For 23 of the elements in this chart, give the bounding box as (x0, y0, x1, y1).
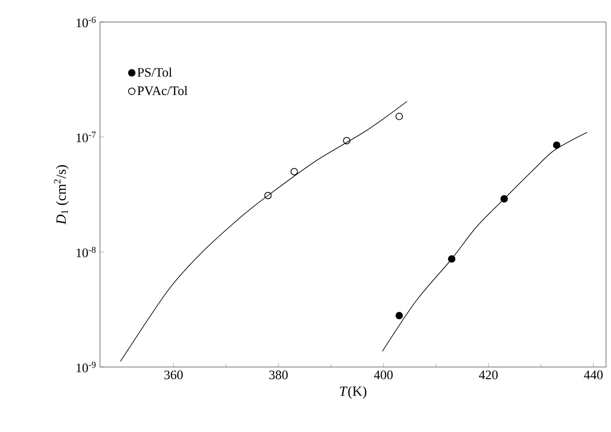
x-tick-label: 360 (164, 370, 183, 380)
line-series (120, 101, 408, 362)
legend-label: PS/Tol (137, 68, 172, 77)
y-tick-label: 10$^{-7}$ (76, 132, 96, 142)
y-tick-label: 10$^{-6}$ (76, 16, 96, 28)
x-tick-label: 400 (374, 370, 393, 380)
point (290, 168, 298, 176)
point (448, 255, 456, 263)
point (343, 136, 350, 144)
x-tick-label: 440 (584, 370, 603, 380)
x-tick-label: 420 (478, 370, 498, 380)
x-axis-title: T(K) (340, 386, 366, 399)
point (552, 141, 560, 149)
line-series (382, 132, 588, 352)
point (396, 312, 403, 320)
y-tick-label: 10$^{-8}$ (76, 246, 96, 258)
point (264, 192, 272, 200)
y-tick-label: 10$^{-9}$ (76, 362, 96, 372)
legend-label: PVAc/Tol (137, 86, 188, 96)
y-axis-title: D$_{1}$ (cm$^{2}$/s) (54, 165, 69, 225)
point (396, 112, 403, 120)
point (500, 195, 508, 203)
x-tick-label: 380 (269, 370, 288, 380)
